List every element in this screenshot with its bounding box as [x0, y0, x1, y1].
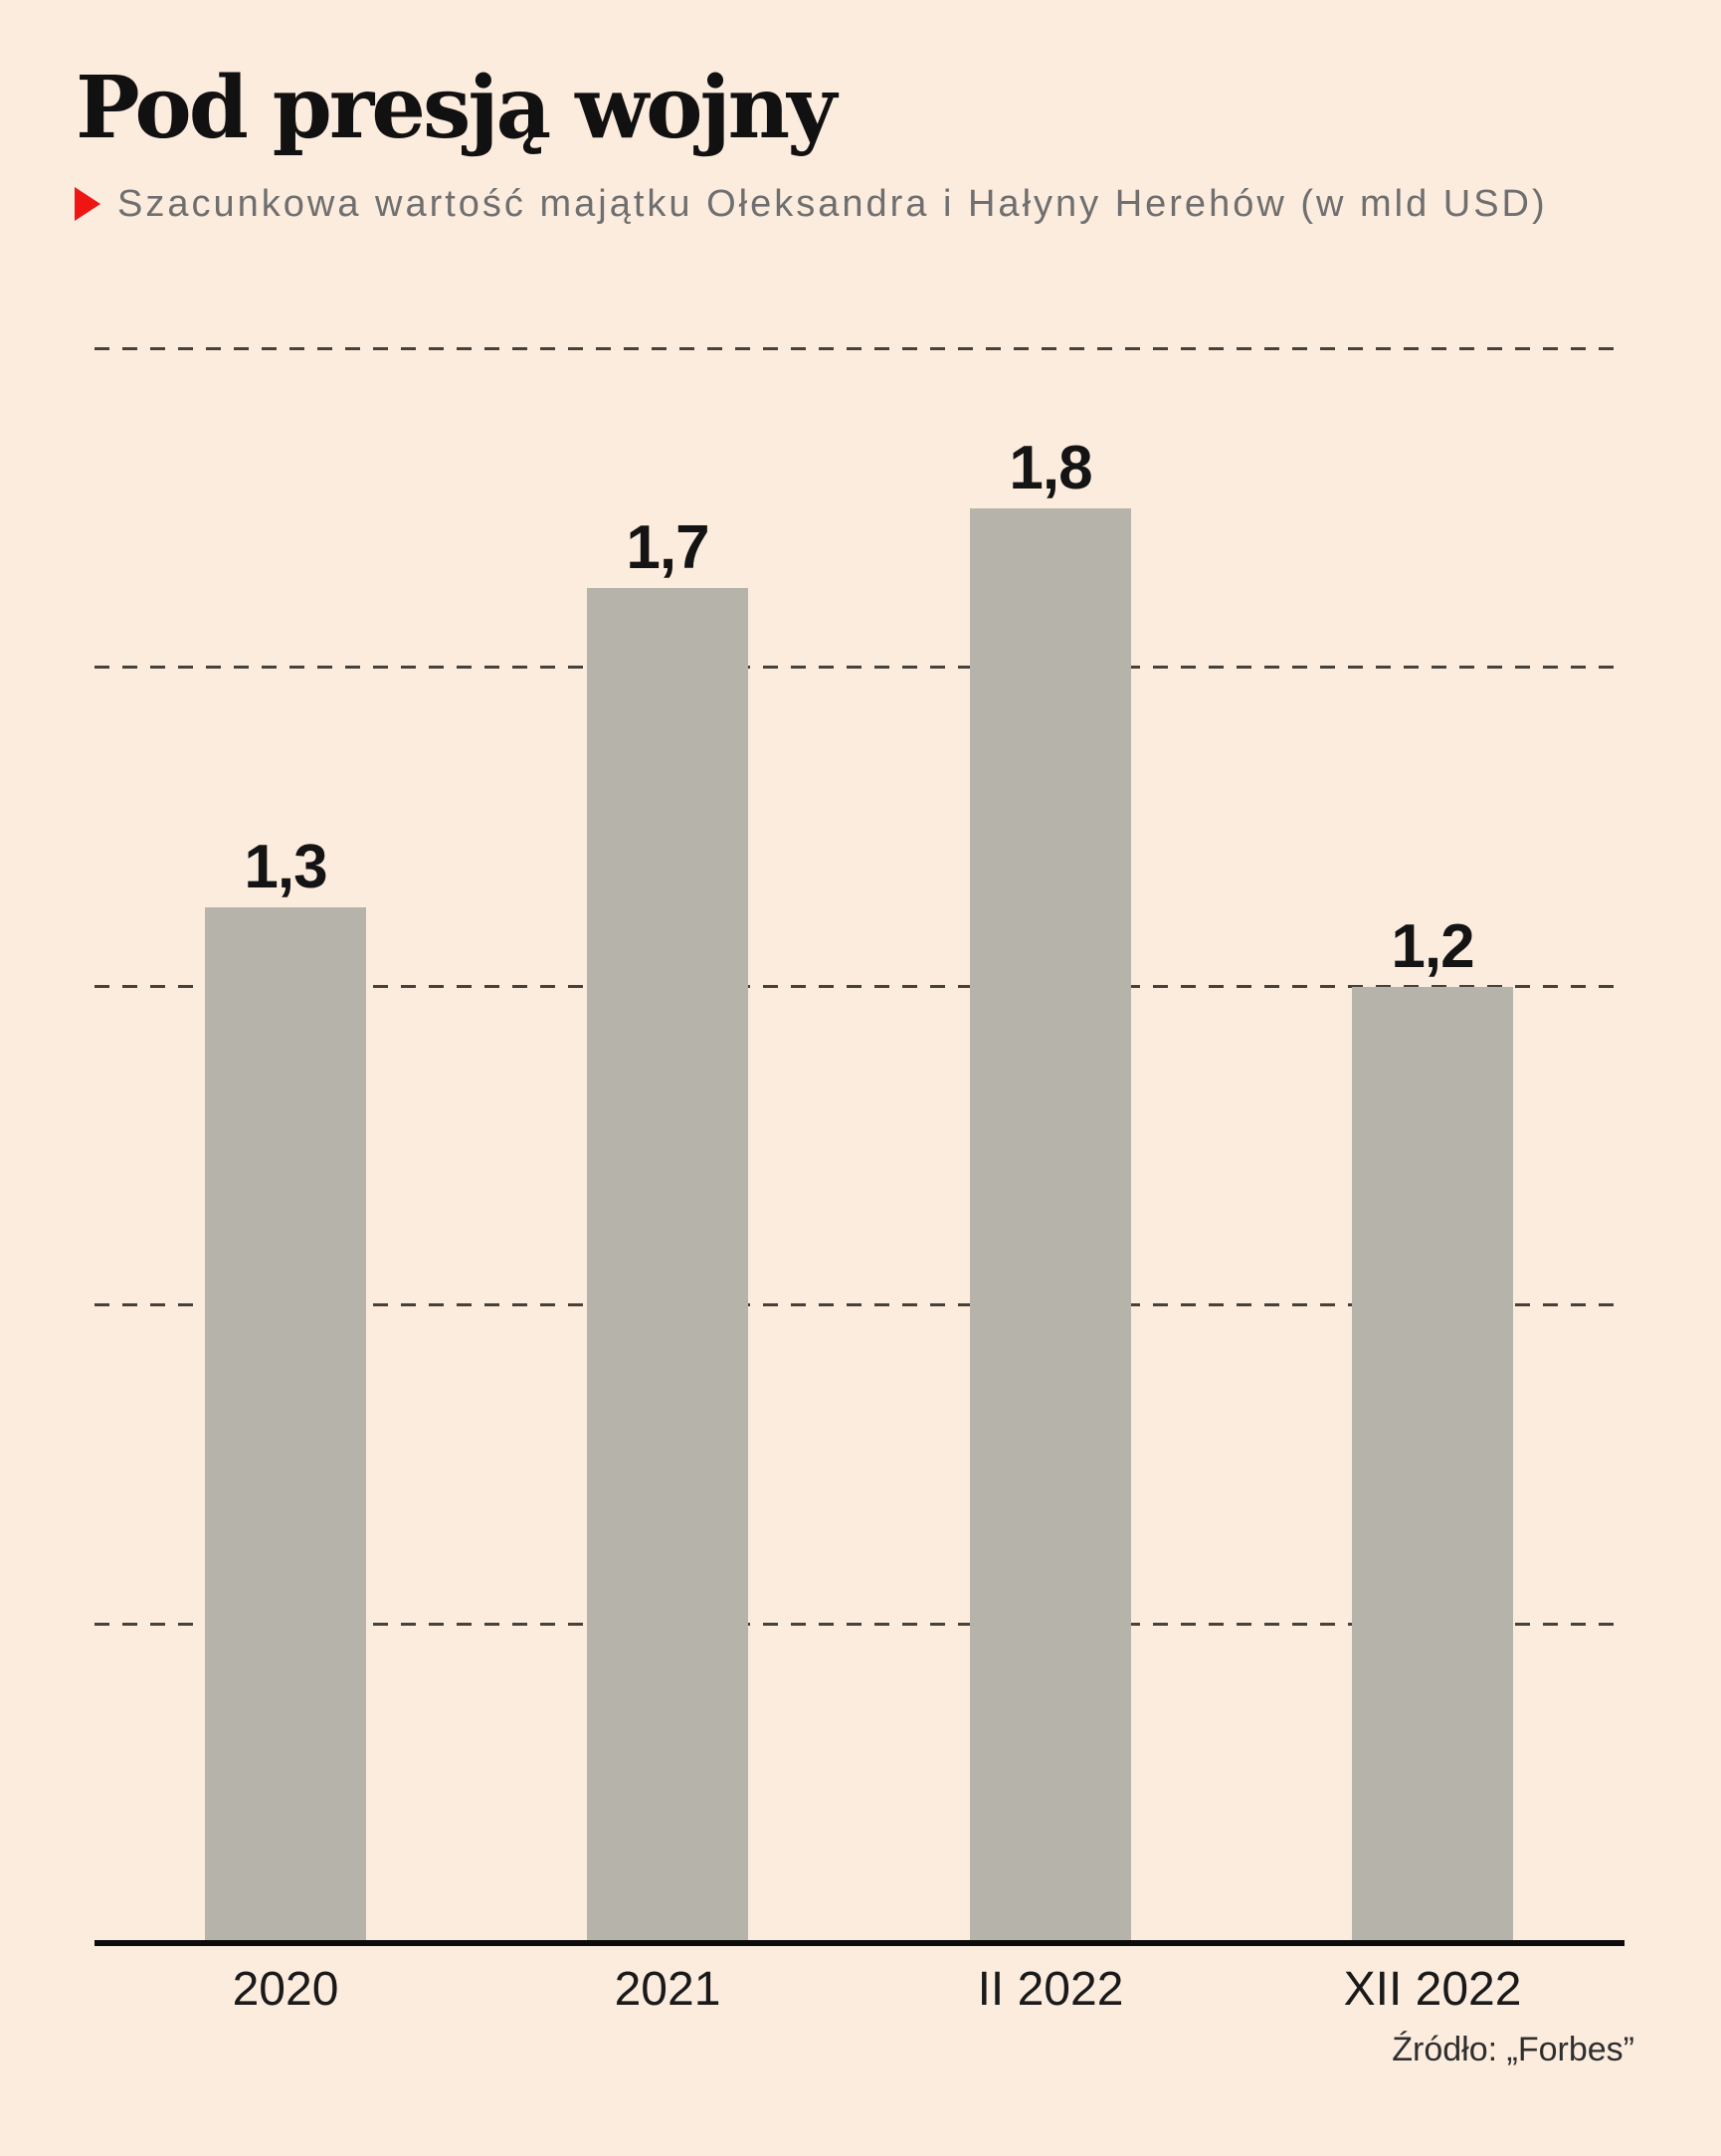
value-label-2021: 1,7 [626, 513, 709, 582]
source-note: Źródło: „Forbes” [1392, 2031, 1634, 2068]
bar-XII 2022 [1352, 987, 1513, 1943]
chart-subtitle-row: Szacunkowa wartość majątku Ołeksandra i … [75, 182, 1548, 226]
x-tick-label-2021: 2021 [614, 1963, 721, 2016]
x-tick-label-XII 2022: XII 2022 [1343, 1963, 1522, 2016]
value-label-2020: 1,3 [244, 833, 327, 901]
value-label-XII 2022: 1,2 [1391, 912, 1474, 981]
chart-subtitle: Szacunkowa wartość majątku Ołeksandra i … [117, 183, 1548, 225]
gridline-0.8 [95, 1303, 1625, 1306]
chart-title: Pod presją wojny [76, 58, 837, 158]
bar-II 2022 [970, 508, 1131, 1943]
gridline-0.4 [95, 1623, 1625, 1626]
bar-2021 [587, 588, 748, 1943]
bar-2020 [205, 907, 366, 1943]
x-axis-line [95, 1940, 1625, 1946]
value-label-II 2022: 1,8 [1009, 434, 1092, 502]
x-tick-label-II 2022: II 2022 [977, 1963, 1124, 2016]
bullet-triangle-icon [75, 187, 100, 221]
gridline-1.6 [95, 666, 1625, 669]
gridline-1.2 [95, 985, 1625, 988]
x-tick-label-2020: 2020 [232, 1963, 339, 2016]
gridline-2 [95, 347, 1625, 350]
